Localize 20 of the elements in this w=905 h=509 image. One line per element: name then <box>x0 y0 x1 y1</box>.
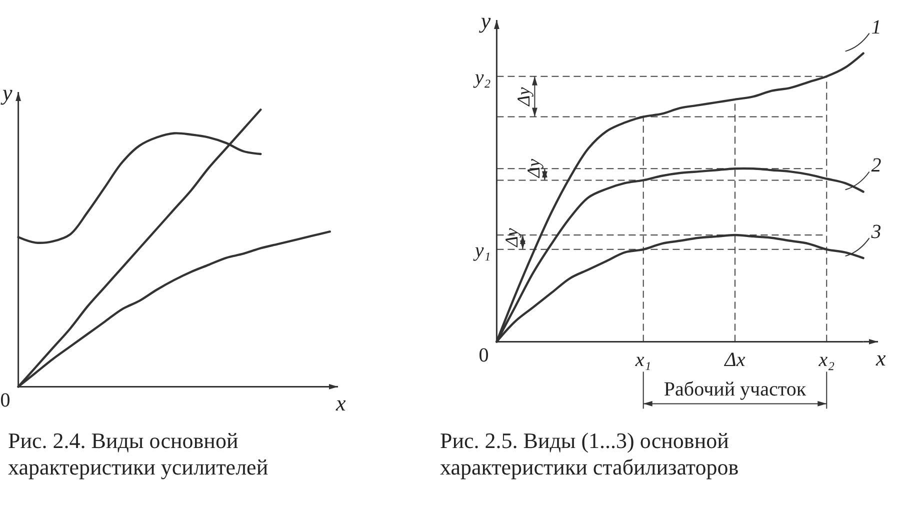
series-label: 1 <box>871 16 882 38</box>
x-tick-label: Δx <box>724 348 746 371</box>
y-axis-title: y <box>478 8 491 33</box>
ref-line-label: y₂ <box>472 66 491 88</box>
text: Рис. 2.4. Виды основной характеристики усилителей <box>8 428 268 480</box>
text: 0 <box>478 344 489 367</box>
x-tick-label: x₁ <box>634 348 652 371</box>
series-label: 3 <box>870 221 882 244</box>
annotation: Δy <box>502 228 522 248</box>
x-tick-label: x₂ <box>818 348 835 371</box>
y-axis-title: y <box>0 80 13 105</box>
annotation: Δy <box>514 87 534 107</box>
series-label: 2 <box>871 154 882 177</box>
text: Рабочий участок <box>664 378 806 401</box>
ref-line-label: y₁ <box>472 239 491 262</box>
x-axis-title: x <box>335 390 346 416</box>
text: 0 <box>0 390 10 412</box>
x-axis-title: x <box>875 346 886 371</box>
text: Рис. 2.5. Виды (1...3) основной характеристики стабилизаторов <box>440 428 739 480</box>
annotation: Δy <box>524 158 544 178</box>
